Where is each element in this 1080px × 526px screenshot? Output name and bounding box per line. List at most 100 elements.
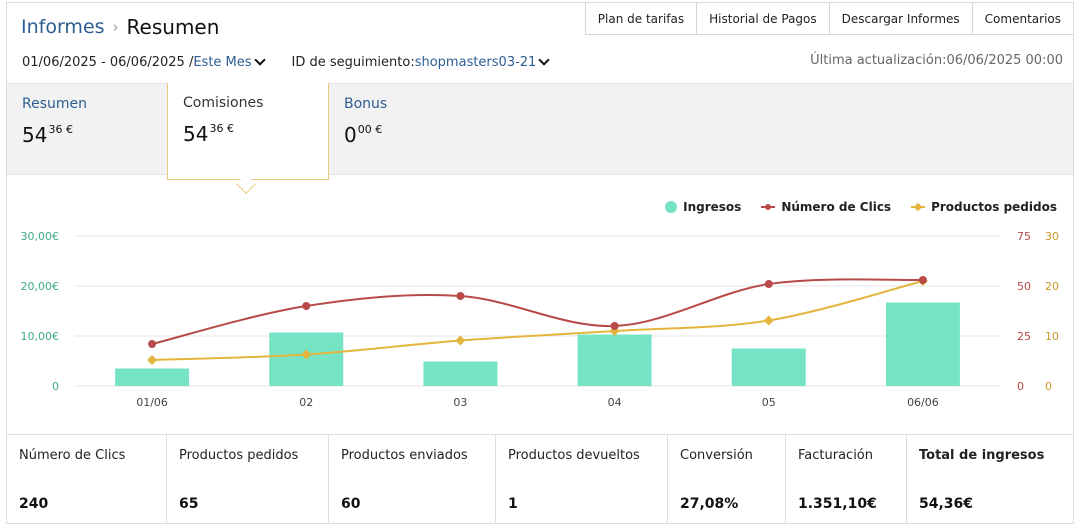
stat-value: 1.351,10€ <box>798 496 877 512</box>
point-numero-de-clics <box>764 280 773 288</box>
x-tick-label: 01/06 <box>136 396 168 409</box>
y-right-clicks-tick-label: 50 <box>1017 280 1031 293</box>
y-left-tick-label: 30,00€ <box>21 230 60 243</box>
stat-label: Productos devueltos <box>508 448 640 463</box>
stat-clics: Número de Clics 240 <box>7 435 167 523</box>
tracking-id-dropdown[interactable]: shopmasters03-21 <box>414 54 537 70</box>
y-right-orders-tick-label: 0 <box>1045 380 1052 393</box>
amount-integer: 54 <box>183 122 209 146</box>
bar-ingresos <box>423 361 498 386</box>
legend-ingresos-swatch <box>665 201 678 213</box>
stat-enviados: Productos enviados 60 <box>329 435 496 523</box>
y-right-clicks-tick-label: 25 <box>1017 330 1031 343</box>
report-panel: Informes › Resumen Plan de tarifas Histo… <box>6 2 1074 524</box>
earnings-chart: 0 10,00€ 20,00€ 30,00€ 0 25 50 75 0 10 20 30 01/06 02… <box>21 230 1060 409</box>
stat-label: Facturación <box>798 448 873 463</box>
point-productos-pedidos <box>763 315 774 326</box>
period-dropdown[interactable]: Este Mes <box>193 54 252 70</box>
plan-de-tarifas-button[interactable]: Plan de tarifas <box>584 3 697 35</box>
filter-bar: 01/06/2025 - 06/06/2025 / Este Mes ID de… <box>22 53 554 71</box>
stat-pedidos: Productos pedidos 65 <box>167 435 329 523</box>
stat-value: 65 <box>179 496 199 512</box>
tab-bonus-label: Bonus <box>344 96 388 112</box>
historial-de-pagos-button[interactable]: Historial de Pagos <box>696 3 829 35</box>
x-tick-label: 03 <box>453 396 467 409</box>
y-left-tick-label: 0 <box>52 380 59 393</box>
x-tick-label: 02 <box>299 396 313 409</box>
stat-facturacion: Facturación 1.351,10€ <box>786 435 907 523</box>
tracking-id-label: ID de seguimiento: <box>291 54 415 70</box>
stat-devueltos: Productos devueltos 1 <box>496 435 668 523</box>
stat-label: Conversión <box>680 448 753 463</box>
tab-bonus-amount: 0 00 € <box>344 123 474 147</box>
amount-decimal: 36 € <box>209 122 234 135</box>
line-productos-pedidos <box>152 280 924 361</box>
date-range-text: 01/06/2025 - 06/06/2025 / <box>22 54 194 70</box>
stat-label: Productos pedidos <box>179 448 299 463</box>
amount-decimal: 00 € <box>357 123 383 136</box>
bar-ingresos <box>115 368 190 386</box>
tab-comisiones[interactable]: Comisiones 54 36 € <box>167 83 329 180</box>
legend-ingresos-label: Ingresos <box>683 200 742 214</box>
point-numero-de-clics <box>610 322 619 330</box>
y-right-orders-tick-label: 10 <box>1045 330 1059 343</box>
bar-ingresos <box>577 334 652 386</box>
y-right-orders-tick-label: 30 <box>1045 230 1059 243</box>
stat-value: 240 <box>19 496 49 512</box>
amount-integer: 54 <box>22 123 48 147</box>
legend-clics[interactable]: Número de Clics <box>761 200 891 214</box>
legend-clics-swatch <box>761 204 776 210</box>
point-numero-de-clics <box>302 302 311 310</box>
stat-value: 1 <box>508 496 518 512</box>
stat-conversion: Conversión 27,08% <box>668 435 786 523</box>
y-right-orders-tick-label: 20 <box>1045 280 1059 293</box>
chevron-down-icon[interactable] <box>253 54 266 66</box>
stat-label: Total de ingresos <box>919 448 1045 463</box>
tab-resumen-amount: 54 36 € <box>22 123 152 147</box>
amount-integer: 0 <box>344 123 357 147</box>
tab-bonus[interactable]: Bonus 0 00 € <box>329 84 489 176</box>
point-productos-pedidos <box>147 355 158 365</box>
chevron-down-icon[interactable] <box>538 54 550 66</box>
tab-comisiones-label: Comisiones <box>183 95 264 111</box>
legend-ingresos[interactable]: Ingresos <box>665 200 741 214</box>
stat-label: Productos enviados <box>341 448 468 463</box>
y-left-tick-label: 20,00€ <box>21 280 60 293</box>
last-updated-text: Última actualización:06/06/2025 00:00 <box>810 53 1063 68</box>
summary-tabs: Resumen 54 36 € Comisiones 54 36 € Bonus… <box>7 83 1073 180</box>
point-numero-de-clics <box>918 276 927 284</box>
line-numero-de-clics <box>151 278 923 345</box>
legend-pedidos-swatch <box>911 202 926 212</box>
tab-comisiones-amount: 54 36 € <box>183 122 313 146</box>
stat-value: 54,36€ <box>919 496 974 512</box>
legend-pedidos[interactable]: Productos pedidos <box>911 200 1057 214</box>
descargar-informes-button[interactable]: Descargar Informes <box>828 3 972 35</box>
breadcrumb: Informes › Resumen <box>21 13 219 41</box>
stat-value: 60 <box>341 496 361 512</box>
stat-value: 27,08% <box>680 496 739 512</box>
y-left-tick-label: 10,00€ <box>21 330 60 343</box>
bar-ingresos <box>885 302 960 386</box>
y-right-clicks-tick-label: 0 <box>1017 380 1024 393</box>
stats-row: Número de Clics 240 Productos pedidos 65… <box>7 434 1073 523</box>
x-tick-label: 04 <box>608 396 622 409</box>
breadcrumb-informes-link[interactable]: Informes <box>21 16 105 38</box>
comentarios-button[interactable]: Comentarios <box>971 3 1073 35</box>
page-title: Resumen <box>126 15 220 39</box>
legend-clics-label: Número de Clics <box>781 200 892 214</box>
y-right-clicks-tick-label: 75 <box>1017 230 1031 243</box>
point-numero-de-clics <box>456 292 465 300</box>
point-productos-pedidos <box>455 335 466 346</box>
x-tick-label: 06/06 <box>907 396 939 409</box>
tab-resumen[interactable]: Resumen 54 36 € <box>7 84 167 176</box>
chart-legend: Ingresos Número de Clics Productos pedid… <box>645 200 1057 214</box>
point-numero-de-clics <box>148 340 157 348</box>
stat-label: Número de Clics <box>19 448 126 463</box>
chevron-right-icon: › <box>112 18 119 36</box>
top-button-bar: Plan de tarifas Historial de Pagos Desca… <box>584 3 1073 35</box>
tab-resumen-label: Resumen <box>22 96 88 112</box>
legend-pedidos-label: Productos pedidos <box>931 200 1057 214</box>
x-tick-label: 05 <box>762 396 776 409</box>
amount-decimal: 36 € <box>48 123 73 136</box>
bar-ingresos <box>731 348 806 386</box>
